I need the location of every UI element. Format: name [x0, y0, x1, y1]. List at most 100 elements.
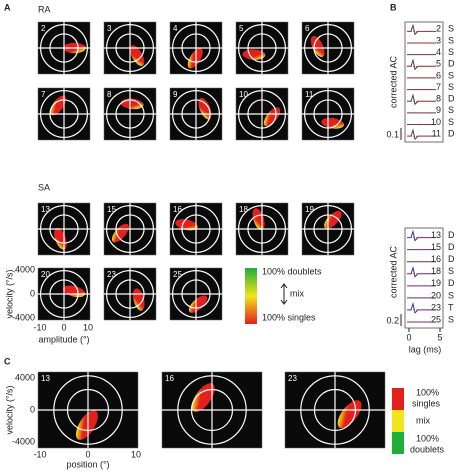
heatmap-blob — [188, 295, 208, 313]
label: 0 — [61, 322, 66, 332]
label: RA — [38, 4, 51, 14]
ac-trace — [407, 23, 436, 36]
label: 100% doublets — [262, 266, 322, 276]
heatmap-blob — [310, 36, 325, 58]
unit-number: 13 — [41, 205, 50, 214]
label: T — [448, 302, 454, 312]
heatmap-blob — [175, 219, 198, 231]
label: 10 — [131, 449, 141, 459]
label: singles — [412, 398, 441, 408]
label: S — [448, 24, 454, 34]
label: S — [448, 266, 454, 276]
unit-number: 19 — [305, 205, 314, 214]
label: A — [4, 2, 11, 12]
label: D — [448, 94, 455, 104]
label: C — [4, 356, 11, 366]
label: 4 — [436, 47, 441, 57]
label: mix — [290, 288, 304, 298]
label: velocity (°/s) — [4, 269, 14, 318]
label: 10 — [83, 322, 93, 332]
colorbar-red — [392, 388, 404, 410]
label: 2 — [436, 24, 441, 34]
heatmap-blob — [187, 48, 203, 69]
label: 4000 — [15, 264, 35, 274]
unit-number: 10 — [239, 90, 248, 99]
label: D — [448, 242, 455, 252]
label: 8 — [436, 94, 441, 104]
label: D — [448, 230, 455, 240]
label: doublets — [410, 444, 445, 454]
unit-number: 8 — [107, 90, 112, 99]
label: D — [448, 278, 455, 288]
unit-number: 11 — [305, 90, 314, 99]
label: 25 — [431, 314, 441, 324]
unit-number: 16 — [173, 205, 182, 214]
trace-box — [404, 21, 444, 143]
unit-number: 13 — [41, 374, 50, 383]
label: SA — [38, 182, 50, 192]
label: 6 — [436, 70, 441, 80]
label: S — [448, 117, 454, 127]
ac-trace — [407, 58, 436, 71]
heatmap-blob — [120, 98, 144, 110]
unit-number: 15 — [107, 205, 116, 214]
label: 0.2 — [386, 315, 399, 325]
label: S — [448, 35, 454, 45]
label: S — [448, 105, 454, 115]
label: 0.1 — [386, 129, 399, 139]
label: 5 — [437, 332, 442, 342]
unit-number: 16 — [165, 374, 174, 383]
unit-number: 4 — [173, 24, 178, 33]
label: S — [448, 314, 454, 324]
unit-number: 25 — [173, 270, 182, 279]
label: D — [448, 129, 455, 139]
colorbar-green — [392, 432, 404, 454]
label: -4000 — [12, 436, 35, 446]
label: 3 — [436, 35, 441, 45]
unit-number: 9 — [173, 90, 178, 99]
colorbar — [245, 268, 257, 324]
label: 13 — [431, 230, 441, 240]
label: D — [448, 59, 455, 69]
trace-box — [404, 227, 444, 329]
label: amplitude (°) — [38, 334, 89, 344]
label: 11 — [432, 129, 441, 139]
unit-number: 20 — [41, 270, 50, 279]
heatmap-blob — [75, 410, 98, 440]
label: corrected AC — [388, 55, 398, 108]
colorbar-yellow — [392, 410, 404, 432]
label: 100% — [416, 387, 439, 397]
unit-number: 23 — [107, 270, 116, 279]
label: 100% singles — [262, 312, 316, 322]
unit-number: 3 — [107, 24, 112, 33]
label: 20 — [431, 290, 441, 300]
unit-number: 18 — [239, 205, 248, 214]
unit-number: 7 — [41, 90, 46, 99]
label: 15 — [431, 242, 441, 252]
label: 16 — [431, 254, 441, 264]
label: S — [448, 290, 454, 300]
label: position (°) — [66, 459, 109, 469]
label: 23 — [431, 302, 441, 312]
label: B — [390, 2, 397, 12]
label: -10 — [33, 449, 46, 459]
unit-number: 5 — [239, 24, 244, 33]
heatmap-blob — [191, 383, 215, 412]
unit-number: 6 — [305, 24, 310, 33]
label: velocity (°/s) — [4, 385, 14, 434]
label: lag (ms) — [409, 344, 442, 354]
label: mix — [416, 415, 430, 425]
label: 100% — [416, 433, 439, 443]
label: 9 — [436, 105, 441, 115]
label: S — [448, 70, 454, 80]
label: 0 — [85, 449, 90, 459]
arrow — [280, 283, 288, 305]
label: 19 — [431, 278, 441, 288]
label: 4000 — [15, 372, 35, 382]
label: -4000 — [12, 312, 35, 322]
unit-number: 23 — [288, 374, 297, 383]
label: S — [448, 82, 454, 92]
label: 5 — [436, 59, 441, 69]
